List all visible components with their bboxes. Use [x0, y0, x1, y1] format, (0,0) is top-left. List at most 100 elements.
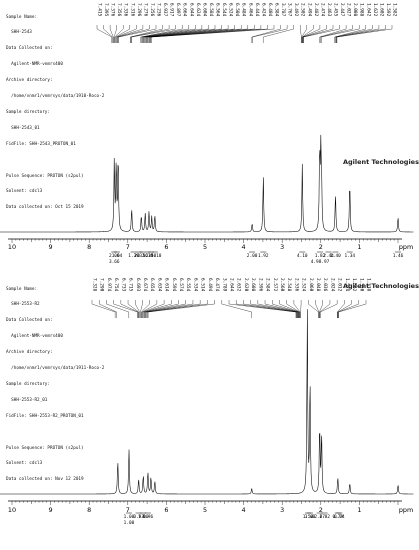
integral-value: 1.40 — [330, 253, 341, 259]
peak-connector — [113, 25, 117, 43]
peak-label: 2.524 — [301, 278, 307, 292]
integral-value: 2.67 — [314, 514, 325, 520]
axis-tick-label: 5 — [203, 243, 207, 251]
integral-value: 2.82 — [319, 514, 330, 520]
meta-line: /home/vnmr1/vnmrsys/data/1911-Roco-2 — [6, 366, 105, 372]
peak-label: 6.624 — [195, 3, 201, 17]
integral-value: 0.24 — [334, 514, 345, 520]
peak-connector — [319, 300, 323, 318]
peak-connector — [146, 25, 235, 43]
integral-value: 0.79 — [332, 514, 343, 520]
peak-label: 3.787 — [280, 3, 286, 17]
peak-connector — [109, 25, 114, 43]
peak-connector — [264, 300, 299, 318]
meta-line: Agilent-NMR-vnmrs400 — [6, 62, 63, 68]
integral-value: 1.04 — [112, 253, 123, 259]
peak-label: 7.236 — [156, 3, 162, 17]
peak-connector — [149, 25, 262, 43]
axis-tick-label: 8 — [87, 506, 91, 514]
axis-tick-label: 3 — [280, 506, 284, 514]
peak-label: 6.674 — [142, 278, 148, 292]
peak-label: 2.048 — [315, 278, 321, 292]
peak-connector — [303, 25, 334, 43]
peak-label: 1.602 — [378, 3, 384, 17]
peak-label: 2.012 — [337, 278, 343, 292]
peak-label: 2.572 — [272, 278, 278, 292]
peak-label: 1.642 — [365, 3, 371, 17]
integral-value: 33.10 — [148, 253, 162, 259]
meta-line: Sample Name: — [6, 14, 38, 20]
peak-label: 2.024 — [329, 278, 335, 292]
peak-connector — [91, 300, 116, 318]
peak-label: 2.482 — [313, 3, 319, 17]
peak-label: 2.608 — [250, 278, 256, 292]
peak-connector — [257, 300, 298, 318]
peak-label: 6.504 — [234, 3, 240, 17]
peak-label: 6.693 — [135, 278, 141, 292]
peak-label: 2.620 — [243, 278, 249, 292]
meta-line: Pulse Sequence: PROTON (s2pul) — [6, 445, 84, 451]
integral-value: 1.00 — [124, 514, 135, 520]
peak-label: 1.592 — [385, 3, 391, 17]
peak-label: 1.550 — [358, 278, 364, 292]
integral-value: 1.00 — [138, 514, 149, 520]
peak-label: 2.463 — [326, 3, 332, 17]
peak-connector — [116, 25, 137, 43]
peak-label: 7.356 — [116, 3, 122, 17]
peak-connector — [303, 25, 340, 43]
peak-label: 2.008 — [352, 3, 358, 17]
peak-label: 7.290 — [99, 278, 105, 292]
axis-tick-label: 1 — [357, 243, 361, 251]
peak-connector — [286, 300, 300, 318]
peak-connector — [147, 300, 208, 318]
peak-label: 2.596 — [257, 278, 263, 292]
peak-connector — [120, 300, 139, 318]
spectrum-1-metadata: Sample Name: SHH-2543 Data Collected on:… — [6, 4, 104, 221]
peak-connector — [140, 25, 183, 43]
peak-label: 2.474 — [319, 3, 325, 17]
peak-label: 3.767 — [287, 3, 293, 17]
peak-connector — [335, 25, 373, 43]
meta-line: Pulse Sequence: PROTON (s2pul) — [6, 173, 84, 179]
peak-label: 7.328 — [92, 278, 98, 292]
meta-line: Data Collected on: — [6, 46, 53, 52]
peak-label: 2.060 — [308, 278, 314, 292]
meta-line: FidFile: SHH-2553-R2_PROTON_01 — [6, 413, 84, 419]
peak-connector — [252, 25, 288, 43]
peak-connector — [106, 300, 129, 318]
peak-connector — [221, 300, 252, 318]
peak-connector — [149, 25, 255, 43]
meta-line: /home/vnmr1/vnmrsys/data/1910-Roco-2 — [6, 94, 105, 100]
meta-line: Agilent-NMR-vnmrs400 — [6, 334, 63, 340]
integral-value: 1.00 — [124, 520, 135, 526]
peak-connector — [335, 25, 380, 43]
peak-label: 1.538 — [366, 278, 372, 292]
meta-line: Sample directory: — [6, 109, 50, 115]
peak-connector — [117, 25, 150, 43]
axis-tick-label: 5 — [203, 506, 207, 514]
peak-connector — [145, 300, 194, 318]
peak-connector — [115, 25, 130, 43]
integral-value: 1.39 — [128, 253, 139, 259]
peak-label: 6.524 — [228, 3, 234, 17]
peak-connector — [300, 300, 302, 318]
peak-label: 6.474 — [214, 278, 220, 292]
meta-line: Data Collected on: — [6, 318, 53, 324]
peak-label: 6.614 — [164, 278, 170, 292]
peak-label: 6.444 — [254, 3, 260, 17]
peak-connector — [131, 25, 176, 43]
peak-label: 6.733 — [120, 278, 126, 292]
meta-line: Data collected on: Nov 12 2019 — [6, 477, 84, 483]
meta-line: SHH-2553-R2_01 — [6, 397, 48, 403]
peak-label: 7.395 — [103, 3, 109, 17]
integral-value: 2.00 — [247, 253, 258, 259]
axis-tick-label: 10 — [8, 506, 16, 514]
peak-connector — [147, 25, 242, 43]
integral-value: 4.98.97 — [311, 259, 330, 265]
integral-value: 3.66 — [109, 259, 120, 265]
peak-label: 2.027 — [346, 3, 352, 17]
peak-label: 6.464 — [247, 3, 253, 17]
peak-label: 6.494 — [207, 278, 213, 292]
peak-connector — [142, 25, 196, 43]
peak-label: 7.415 — [97, 3, 103, 17]
